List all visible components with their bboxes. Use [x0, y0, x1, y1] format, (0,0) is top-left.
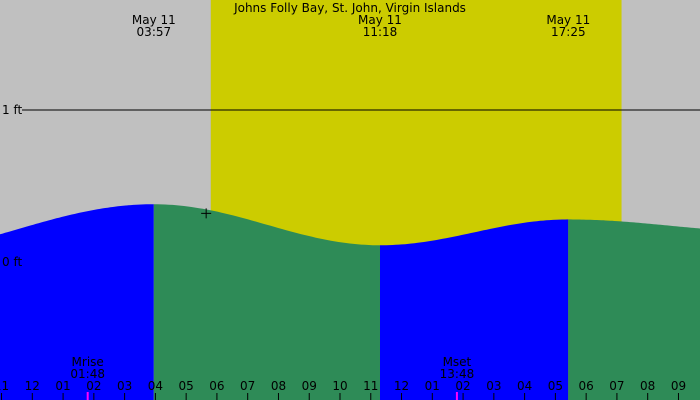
- x-tick-label: 02: [86, 379, 101, 393]
- extreme-date-label: May 11: [132, 13, 176, 27]
- falling-tide-area: [568, 219, 700, 400]
- moon-event-time: 13:48: [440, 367, 475, 381]
- x-tick-label: 03: [117, 379, 132, 393]
- reference-lines: 1 ft 0 ft: [2, 103, 700, 269]
- chart-title: Johns Folly Bay, St. John, Virgin Island…: [233, 1, 466, 15]
- x-tick-label: 06: [209, 379, 224, 393]
- x-tick-label: 07: [609, 379, 624, 393]
- x-tick-label: 04: [148, 379, 163, 393]
- extreme-date-label: May 11: [546, 13, 590, 27]
- x-tick-label: 03: [486, 379, 501, 393]
- x-tick-label: 05: [179, 379, 194, 393]
- extreme-date-label: May 11: [358, 13, 402, 27]
- rising-tide-area: [0, 204, 154, 400]
- x-tick-label: 08: [271, 379, 286, 393]
- extreme-time-label: 03:57: [137, 25, 172, 39]
- moon-event-label: Mrise: [72, 355, 104, 369]
- x-tick-label: 12: [25, 379, 40, 393]
- extreme-time-label: 11:18: [363, 25, 398, 39]
- x-tick-label: 07: [240, 379, 255, 393]
- rising-tide-area: [380, 219, 569, 400]
- x-tick-label: 11: [363, 379, 378, 393]
- x-tick-label: 09: [671, 379, 686, 393]
- x-tick-label: 01: [425, 379, 440, 393]
- x-tick-label: 12: [394, 379, 409, 393]
- falling-tide-area: [153, 204, 380, 400]
- x-tick-label: 11: [0, 379, 9, 393]
- x-tick-label: 05: [548, 379, 563, 393]
- current-time-marker: [201, 208, 212, 219]
- x-axis: 11 12 01 02 03 04 05 06 07 08 09 10 11 12 01 02 03 04 05 06…: [0, 379, 686, 400]
- x-tick-label: 02: [455, 379, 470, 393]
- extreme-time-label: 17:25: [551, 25, 586, 39]
- x-tick-label: 09: [302, 379, 317, 393]
- x-tick-label: 01: [55, 379, 70, 393]
- y-tick-label: 0 ft: [2, 255, 22, 269]
- moon-event-label: Mset: [443, 355, 472, 369]
- moon-event-time: 01:48: [70, 367, 105, 381]
- y-tick-label: 1 ft: [2, 103, 22, 117]
- x-tick-label: 10: [332, 379, 347, 393]
- tide-areas: [0, 204, 700, 400]
- x-tick-label: 06: [579, 379, 594, 393]
- x-tick-label: 04: [517, 379, 532, 393]
- x-tick-label: 08: [640, 379, 655, 393]
